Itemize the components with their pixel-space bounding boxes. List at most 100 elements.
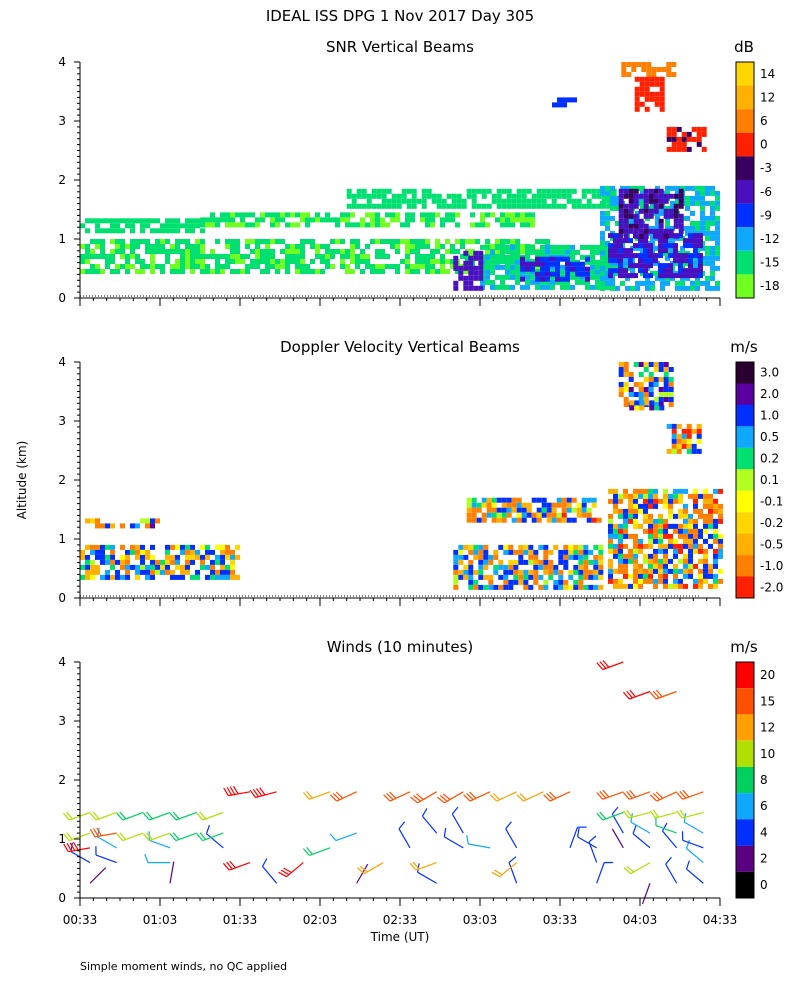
data-cell	[590, 264, 595, 270]
wind-barb	[149, 832, 171, 842]
data-cell	[715, 240, 720, 246]
data-cell	[628, 533, 633, 539]
data-cell	[85, 254, 90, 259]
data-cell	[668, 508, 673, 514]
colorbar-swatch	[736, 688, 754, 715]
data-cell	[558, 559, 564, 565]
data-cell	[255, 239, 260, 244]
data-cell	[540, 261, 545, 267]
data-cell	[623, 402, 629, 407]
data-cell	[210, 569, 215, 575]
data-cell	[556, 502, 562, 508]
y-tick-label: 3	[58, 714, 66, 728]
data-cell	[463, 569, 469, 575]
data-cell	[501, 502, 507, 508]
data-cell	[568, 554, 574, 560]
data-cell	[643, 508, 648, 514]
wind-barb-flag	[329, 833, 337, 841]
data-cell	[515, 274, 520, 280]
data-cell	[80, 554, 85, 560]
wind-barb-flag	[89, 812, 97, 821]
data-cell	[685, 285, 690, 291]
data-cell	[200, 564, 205, 570]
data-cell	[643, 553, 648, 559]
data-cell	[638, 193, 644, 199]
data-cell	[451, 193, 457, 199]
data-cell	[638, 503, 643, 509]
data-cell	[185, 254, 190, 259]
data-cell	[505, 274, 510, 280]
data-cell	[85, 544, 90, 550]
data-cell	[350, 254, 355, 259]
data-cell	[658, 392, 664, 397]
data-cell	[515, 259, 520, 265]
data-cell	[600, 245, 605, 251]
data-cell	[493, 584, 499, 590]
data-cell	[473, 554, 479, 560]
colorbar: 3.02.01.00.50.20.1-0.1-0.2-0.5-1.0-2.0	[735, 361, 783, 599]
data-cell	[345, 269, 350, 274]
data-cell	[581, 203, 587, 209]
data-cell	[406, 188, 412, 194]
data-cell	[130, 544, 135, 550]
data-cell	[673, 493, 678, 499]
data-cell	[576, 502, 582, 508]
data-cell	[658, 518, 663, 524]
data-cell	[440, 217, 445, 223]
data-cell	[496, 512, 502, 518]
data-cell	[155, 264, 160, 269]
data-cell	[270, 239, 275, 244]
data-cell	[405, 269, 410, 274]
data-cell	[275, 239, 280, 244]
data-cell	[678, 213, 684, 219]
data-cell	[220, 549, 225, 555]
data-cell	[563, 584, 569, 590]
data-cell	[715, 230, 720, 236]
data-cell	[425, 259, 430, 264]
wind-barb	[175, 811, 197, 821]
data-cell	[703, 503, 708, 509]
data-cell	[618, 208, 624, 214]
data-cell	[180, 564, 185, 570]
data-cell	[543, 564, 549, 570]
data-cell	[545, 239, 550, 244]
wind-barb-flag	[652, 792, 661, 801]
x-tick-label: 01:03	[143, 913, 178, 927]
data-cell	[613, 238, 618, 244]
data-cell	[90, 564, 95, 570]
data-cell	[606, 198, 612, 204]
data-cell	[85, 564, 90, 570]
data-cell	[165, 254, 170, 259]
data-cell	[415, 249, 420, 254]
data-cell	[180, 264, 185, 269]
data-cell	[613, 583, 618, 589]
data-cell	[615, 220, 620, 226]
data-cell	[95, 523, 100, 529]
data-cell	[485, 244, 490, 250]
data-cell	[305, 217, 310, 223]
data-cell	[680, 235, 685, 241]
data-cell	[340, 217, 345, 223]
data-cell	[170, 269, 175, 274]
data-cell	[644, 86, 650, 92]
data-cell	[690, 280, 695, 286]
data-cell	[441, 203, 447, 209]
data-cell	[550, 271, 555, 277]
wind-barb-flag	[261, 858, 268, 867]
y-tick-label: 2	[58, 473, 66, 487]
data-cell	[510, 222, 515, 228]
data-cell	[663, 392, 669, 397]
data-cell	[613, 253, 618, 259]
data-cell	[508, 549, 514, 555]
colorbar-label: 14	[760, 67, 775, 81]
data-cell	[386, 198, 392, 204]
data-cell	[508, 569, 514, 575]
data-cell	[463, 275, 469, 281]
data-cell	[500, 264, 505, 270]
data-cell	[451, 203, 457, 209]
data-cell	[628, 508, 633, 514]
data-cell	[633, 523, 638, 529]
data-cell	[566, 193, 572, 199]
data-cell	[551, 517, 557, 523]
wind-barb	[682, 791, 704, 800]
